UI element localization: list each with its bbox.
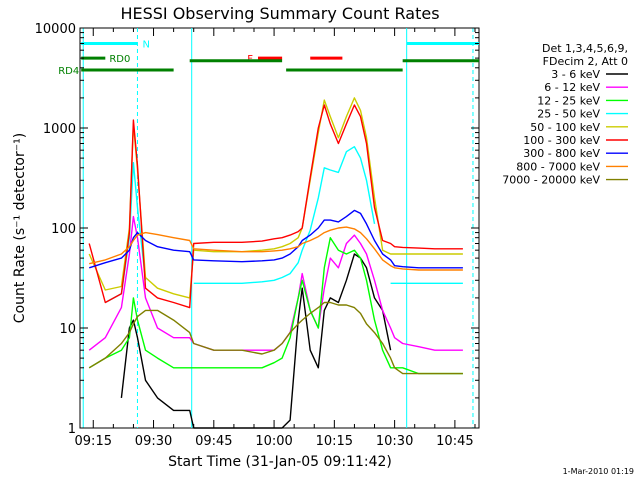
x-tick-label-2: 09:45 [195, 434, 232, 449]
series-line-0 [120, 253, 392, 429]
y-tick-label-0: 1 [68, 422, 76, 437]
chart-title: HESSI Observing Summary Count Rates [120, 4, 439, 23]
footer-date: 1-Mar-2010 01:19 [563, 467, 634, 476]
legend-header-1: FDecim 2, Att 0 [543, 55, 628, 68]
x-tick-label-6: 10:45 [436, 434, 473, 449]
annotation-label-0: N [142, 39, 149, 50]
axes: 1 10 100 1000 10000 09:15 09:30 09:45 10:00 10:15… [35, 22, 479, 449]
y-tick-label-2: 100 [51, 222, 76, 237]
y-tick-label-3: 1000 [43, 122, 76, 137]
x-tick-label-3: 10:00 [255, 434, 292, 449]
legend-header-0: Det 1,3,4,5,6,9, [542, 42, 628, 55]
legend-label-8: 7000 - 20000 keV [502, 174, 600, 187]
x-tick-label-4: 10:15 [316, 434, 353, 449]
x-tick-label-1: 09:30 [135, 434, 172, 449]
instrument-annotations: NFRD0RD4 [58, 39, 479, 77]
legend-label-5: 100 - 300 keV [523, 134, 600, 147]
x-axis-label: Start Time (31-Jan-05 09:11:42) [168, 454, 392, 470]
y-tick-label-1: 10 [59, 322, 76, 337]
series-line-1 [88, 215, 463, 351]
y-tick-label-4: 10000 [35, 22, 76, 37]
series-line-7 [89, 226, 463, 271]
series-line-5 [88, 104, 463, 309]
legend: Det 1,3,4,5,6,9,FDecim 2, Att 03 - 6 keV… [502, 42, 628, 187]
annotation-label-4: RD0 [109, 54, 130, 65]
series-line-6 [88, 209, 463, 269]
legend-label-1: 6 - 12 keV [544, 81, 600, 94]
legend-label-0: 3 - 6 keV [551, 68, 600, 81]
series-line-8 [88, 301, 463, 375]
y-axis-label: Count Rate (s⁻¹ detector⁻¹) [12, 133, 28, 323]
x-tick-label-5: 10:30 [376, 434, 413, 449]
legend-label-2: 12 - 25 keV [537, 94, 600, 107]
x-tick-label-0: 09:15 [75, 434, 112, 449]
series-lines [88, 97, 463, 429]
legend-label-7: 800 - 7000 keV [516, 160, 600, 173]
series-line-3 [104, 146, 463, 304]
legend-label-4: 50 - 100 keV [530, 121, 600, 134]
legend-label-6: 300 - 800 keV [523, 147, 600, 160]
series-line-2 [88, 237, 463, 375]
annotation-label-5: RD4 [58, 66, 79, 77]
legend-label-3: 25 - 50 keV [537, 108, 600, 121]
